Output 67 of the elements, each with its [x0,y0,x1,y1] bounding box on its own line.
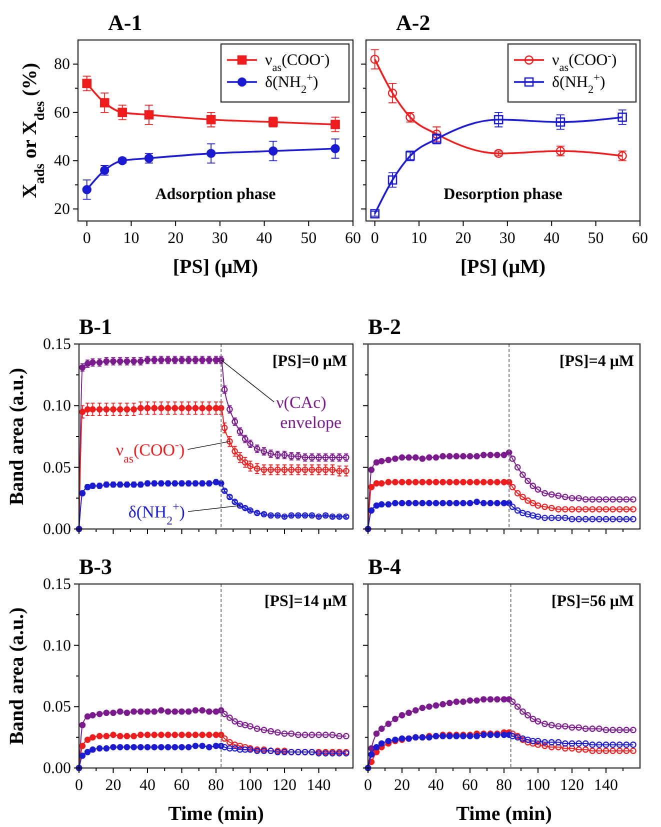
y-tick-label: 0.10 [43,398,71,415]
legend-label: δ(NH$_{2}$$^{+}$) [265,72,318,96]
x-tick-label: 100 [238,777,262,794]
x-tick-label: 140 [594,777,618,794]
annotation: [PS]=4 μM [559,353,634,370]
x-tick-label: 80 [208,777,224,794]
chart-title: B-1 [79,314,112,339]
x-axis-title: Time (min) [456,803,552,825]
x-tick-label: 60 [462,777,478,794]
chart-title: A-2 [396,10,430,35]
x-tick-label: 10 [123,230,140,247]
x-tick-label: 50 [588,230,604,247]
x-tick-label: 50 [300,230,317,247]
chart-title: A-1 [108,10,142,35]
legend-label: δ(NH$_{2}$$^{+}$) [552,72,606,96]
x-tick-label: 140 [306,777,331,794]
x-tick-label: 0 [75,777,83,794]
y-tick-label: 0.05 [43,698,71,716]
y-tick-label: 0.15 [43,336,71,353]
x-tick-label: 20 [394,777,410,794]
x-tick-label: 0 [370,230,379,247]
x-tick-label: 30 [212,230,228,247]
x-tick-label: 40 [428,777,444,794]
x-axis-title: Time (min) [168,803,264,825]
y-axis-title: Band area (a.u.) [6,368,28,506]
y-tick-label: 80 [54,56,70,74]
x-tick-label: 60 [632,230,648,247]
x-tick-label: 100 [526,777,550,794]
x-tick-label: 0 [82,230,91,247]
chart-title: B-4 [368,554,401,579]
y-tick-label: 40 [54,152,70,170]
annotation: [PS]=56 μM [551,593,634,610]
y-axis-title: Band area (a.u.) [6,607,28,745]
x-tick-label: 40 [544,230,560,247]
y-tick-label: 0.10 [43,637,71,654]
y-tick-label: 60 [54,104,70,122]
annotation: δ(NH$_{2}$$^{+}$) [128,500,185,528]
annotation: [PS]=0 μM [272,353,347,370]
chart-title: B-2 [368,314,401,339]
x-tick-label: 60 [174,777,190,794]
x-tick-label: 80 [496,777,512,794]
x-tick-label: 20 [168,230,184,247]
annotation: Desorption phase [444,186,562,203]
legend-label: ν$_{as}$(COO$^{-}$) [552,50,617,74]
x-tick-label: 20 [105,777,122,794]
annotation: ν$_{as}$(COO$^{-}$) [116,437,185,466]
x-axis-title: [PS] (μM) [460,256,546,278]
y-tick-label: 0.15 [43,576,71,593]
annotation: ν(CAc) envelope [276,393,342,432]
y-tick-label: 20 [54,200,70,218]
x-tick-label: 0 [364,777,372,794]
x-tick-label: 120 [560,777,584,794]
y-tick-label: 0.00 [43,760,71,777]
x-tick-label: 60 [345,230,361,247]
y-tick-label: 0.05 [43,459,71,476]
y-tick-label: 0.00 [43,521,71,538]
legend-label: ν$_{as}$(COO$^{-}$) [265,50,330,74]
annotation: Adsorption phase [155,186,276,203]
x-tick-label: 10 [411,230,428,247]
chart-title: B-3 [79,554,112,579]
x-tick-label: 20 [455,230,472,247]
x-tick-label: 30 [499,230,516,247]
x-tick-label: 120 [272,777,296,794]
x-tick-label: 40 [256,230,272,247]
x-tick-label: 40 [140,777,156,794]
x-axis-title: [PS] (μM) [172,256,258,278]
annotation: [PS]=14 μM [264,593,347,610]
